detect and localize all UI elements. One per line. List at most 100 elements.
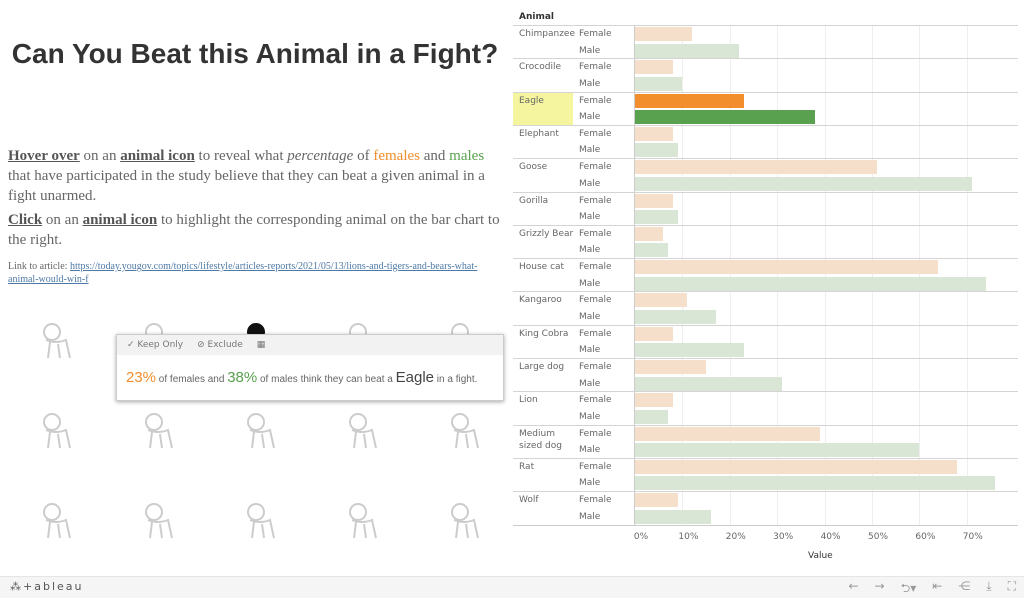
- article-link[interactable]: https://today.yougov.com/topics/lifestyl…: [8, 261, 478, 285]
- male-bar[interactable]: [635, 309, 716, 324]
- gender-label: Male: [579, 311, 601, 322]
- lion-icon[interactable]: [342, 408, 386, 452]
- gridline: [919, 25, 921, 525]
- house-cat-icon[interactable]: [240, 498, 284, 542]
- view-data-icon[interactable]: ▦: [256, 340, 266, 350]
- male-bar[interactable]: [635, 210, 678, 225]
- medium-dog-icon[interactable]: [36, 408, 80, 452]
- keep-only-label: Keep Only: [137, 340, 184, 350]
- redo-icon[interactable]: →: [874, 579, 885, 593]
- chimpanzee-icon[interactable]: [36, 318, 80, 362]
- male-bar[interactable]: [635, 110, 816, 125]
- female-bar[interactable]: [635, 27, 692, 41]
- female-bar[interactable]: [635, 393, 673, 408]
- chart-row[interactable]: Eagle Female Male: [513, 91, 1018, 125]
- gorilla-icon[interactable]: [36, 498, 80, 542]
- revert-all-icon[interactable]: ⇤: [932, 579, 943, 593]
- male-bar[interactable]: [635, 43, 740, 58]
- grizzly-bear-icon[interactable]: [138, 498, 182, 542]
- undo-icon[interactable]: ←: [848, 579, 859, 593]
- chart-row[interactable]: Lion Female Male: [513, 391, 1018, 424]
- gender-label: Female: [579, 262, 612, 273]
- chart-row[interactable]: Grizzly Bear Female Male: [513, 224, 1018, 258]
- male-percent: 38%: [227, 369, 258, 386]
- gender-label: Female: [579, 295, 612, 306]
- female-bar[interactable]: [635, 326, 673, 341]
- wolf-icon[interactable]: [444, 408, 488, 452]
- revert-icon[interactable]: ⮌▾: [900, 581, 917, 595]
- x-tick-label: 20%: [725, 532, 746, 542]
- download-icon[interactable]: ⤓: [986, 579, 992, 593]
- male-bar[interactable]: [635, 143, 678, 158]
- chart-row[interactable]: Crocodile Female Male: [513, 58, 1018, 91]
- exclude-button[interactable]: ⊘ Exclude: [197, 340, 243, 350]
- text: and: [420, 148, 450, 164]
- text: to highlight the corresponding animal on…: [8, 212, 500, 248]
- male-bar[interactable]: [635, 176, 972, 191]
- chart-row[interactable]: Large dog Female Male: [513, 358, 1018, 391]
- kangaroo-icon[interactable]: [342, 498, 386, 542]
- chart-row[interactable]: Gorilla Female Male: [513, 191, 1018, 225]
- share-icon[interactable]: ⋲: [958, 579, 971, 593]
- animal-label: Wolf: [519, 495, 539, 506]
- female-bar[interactable]: [635, 226, 664, 241]
- exclude-label: Exclude: [207, 340, 243, 350]
- male-bar[interactable]: [635, 343, 745, 358]
- rat-icon[interactable]: [240, 408, 284, 452]
- x-tick-label: 10%: [678, 532, 699, 542]
- fullscreen-icon[interactable]: ⛶: [1007, 579, 1016, 593]
- brand-text: +ableau: [23, 580, 84, 593]
- hover-label: Hover over: [8, 148, 80, 164]
- axis-divider: [634, 25, 635, 525]
- chart-row[interactable]: Wolf Female Male: [513, 491, 1018, 524]
- female-bar[interactable]: [635, 193, 673, 208]
- male-bar[interactable]: [635, 443, 920, 458]
- animal-label: Gorilla: [519, 195, 549, 206]
- chart-row[interactable]: Rat Female Male: [513, 457, 1018, 491]
- animal-label: Grizzly Bear: [519, 228, 574, 239]
- king-cobra-icon[interactable]: [444, 498, 488, 542]
- female-bar[interactable]: [635, 60, 673, 75]
- link-label: Link to article:: [8, 261, 70, 272]
- animal-label: Crocodile: [519, 62, 561, 73]
- male-bar[interactable]: [635, 376, 782, 391]
- female-bar[interactable]: [635, 93, 745, 108]
- male-bar[interactable]: [635, 276, 986, 291]
- text: in a fight.: [434, 374, 478, 385]
- chart-row[interactable]: Chimpanzee Female Male: [513, 25, 1018, 58]
- gender-label: Male: [579, 145, 601, 156]
- bar-chart: Animal Value 0% 10% 20% 30% 40% 50% 60% 70% Chim…: [513, 8, 1018, 568]
- male-bar[interactable]: [635, 509, 711, 524]
- gender-label: Male: [579, 445, 601, 456]
- gridline: [872, 25, 873, 525]
- gender-label: Male: [579, 245, 601, 256]
- female-bar[interactable]: [635, 493, 678, 508]
- gender-label: Male: [579, 411, 601, 422]
- gender-label: Female: [579, 461, 612, 472]
- gridline: [729, 25, 731, 525]
- gender-label: Female: [579, 95, 612, 106]
- animal-label: Kangaroo: [519, 295, 562, 306]
- female-bar[interactable]: [635, 459, 958, 474]
- gender-label: Female: [579, 29, 612, 39]
- female-bar[interactable]: [635, 260, 939, 275]
- keep-only-button[interactable]: ✓ Keep Only: [127, 340, 184, 350]
- chart-row[interactable]: King Cobra Female Male: [513, 324, 1018, 358]
- male-bar[interactable]: [635, 76, 683, 91]
- male-bar[interactable]: [635, 409, 669, 424]
- tableau-logo[interactable]: ⁂+ableau: [10, 580, 84, 593]
- female-bar[interactable]: [635, 126, 673, 141]
- chart-row[interactable]: Goose Female Male: [513, 158, 1018, 191]
- chart-row[interactable]: Kangaroo Female Male: [513, 291, 1018, 324]
- chart-row[interactable]: Medium sized dog Female Male: [513, 424, 1018, 458]
- female-bar[interactable]: [635, 293, 688, 308]
- female-bar[interactable]: [635, 360, 707, 374]
- dog-icon[interactable]: [138, 408, 182, 452]
- male-bar[interactable]: [635, 243, 669, 258]
- female-bar[interactable]: [635, 426, 820, 441]
- chart-row[interactable]: House cat Female Male: [513, 258, 1018, 291]
- tooltip-text: 23% of females and 38% of males think th…: [117, 355, 503, 397]
- chart-row[interactable]: Elephant Female Male: [513, 124, 1018, 158]
- female-bar[interactable]: [635, 160, 877, 175]
- male-bar[interactable]: [635, 476, 996, 491]
